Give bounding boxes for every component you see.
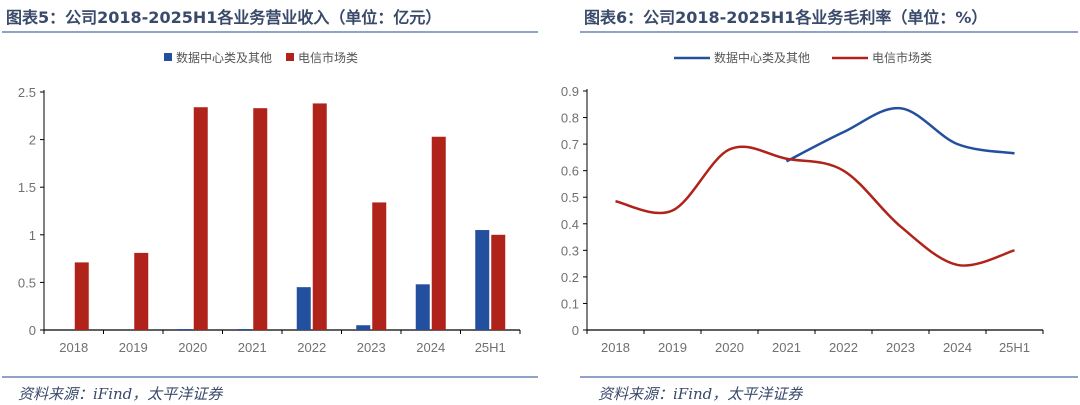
bar-telecom-2018 [74,262,89,330]
bar-telecom-2023 [372,202,387,330]
line-chart-y-tick-label: 0.9 [561,84,579,99]
line-chart-legend-label: 电信市场类 [872,50,932,65]
bar-datacenter-2024 [415,284,430,330]
line-chart-y-tick-label: 0.2 [561,270,579,285]
line-chart-x-tick-label: 2022 [829,340,858,355]
left-source-note: 资料来源：iFind，太平洋证券 [18,385,223,403]
bar-telecom-2019 [134,252,149,330]
bar-chart-y-tick-label: 1.5 [18,180,36,195]
left-title-divider [2,31,538,33]
bar-datacenter-2023 [356,325,371,330]
bar-datacenter-2021 [237,329,252,330]
bar-chart-legend-swatch [286,53,294,61]
bar-telecom-2024 [431,136,446,330]
bar-chart-x-tick-label: 2018 [59,340,88,355]
bar-chart-x-tick-label: 25H1 [475,340,506,355]
bar-chart-x-tick-label: 2023 [357,340,386,355]
line-chart-x-tick-label: 2021 [772,340,801,355]
bar-chart-legend-swatch [164,53,172,61]
line-chart-x-tick-label: 2020 [715,340,744,355]
bar-datacenter-2020 [177,329,192,330]
bar-telecom-2021 [253,108,268,331]
bar-chart-y-tick-label: 0.5 [18,275,36,290]
bar-chart-x-tick-label: 2020 [178,340,207,355]
right-chart-title: 图表6：公司2018-2025H1各业务毛利率（单位：%） [584,8,988,27]
bar-chart-y-tick-label: 0 [29,323,36,338]
left-chart-title: 图表5：公司2018-2025H1各业务营业收入（单位：亿元） [6,8,442,27]
bar-telecom-2020 [193,107,208,331]
line-chart-y-tick-label: 0 [572,323,579,338]
line-chart-y-tick-label: 0.3 [561,243,579,258]
right-footer-divider [580,376,1078,378]
bar-chart-y-tick-label: 1 [29,228,36,243]
line-chart-x-tick-label: 2018 [601,340,630,355]
line-chart-x-tick-label: 2023 [886,340,915,355]
line-datacenter [785,107,1015,163]
right-title-divider [580,31,1078,33]
line-chart-y-tick-label: 0.8 [561,111,579,126]
bar-chart-y-tick-label: 2.5 [18,85,36,100]
bar-telecom-25H1 [491,234,506,330]
line-chart-legend-label: 数据中心类及其他 [714,50,810,65]
right-source-note: 资料来源：iFind，太平洋证券 [598,385,803,403]
line-chart-y-tick-label: 0.1 [561,296,579,311]
bar-datacenter-2022 [296,287,311,330]
line-chart-x-tick-label: 2019 [658,340,687,355]
bar-chart-x-tick-label: 2021 [238,340,267,355]
bar-chart-x-tick-label: 2019 [119,340,148,355]
bar-chart-y-tick-label: 2 [29,133,36,148]
line-chart-x-tick-label: 25H1 [999,340,1030,355]
bar-datacenter-25H1 [475,230,490,330]
bar-chart-legend-label: 数据中心类及其他 [176,50,272,65]
line-chart-x-tick-label: 2024 [943,340,972,355]
bar-chart-x-tick-label: 2022 [297,340,326,355]
line-chart-y-tick-label: 0.5 [561,190,579,205]
bar-chart-legend-label: 电信市场类 [298,50,358,65]
line-telecom [615,145,1015,267]
line-chart-y-tick-label: 0.7 [561,137,579,152]
line-chart-y-tick-label: 0.6 [561,164,579,179]
bar-chart-x-tick-label: 2024 [416,340,445,355]
bar-telecom-2022 [312,103,327,330]
line-chart-y-tick-label: 0.4 [561,217,579,232]
left-footer-divider [2,376,538,378]
